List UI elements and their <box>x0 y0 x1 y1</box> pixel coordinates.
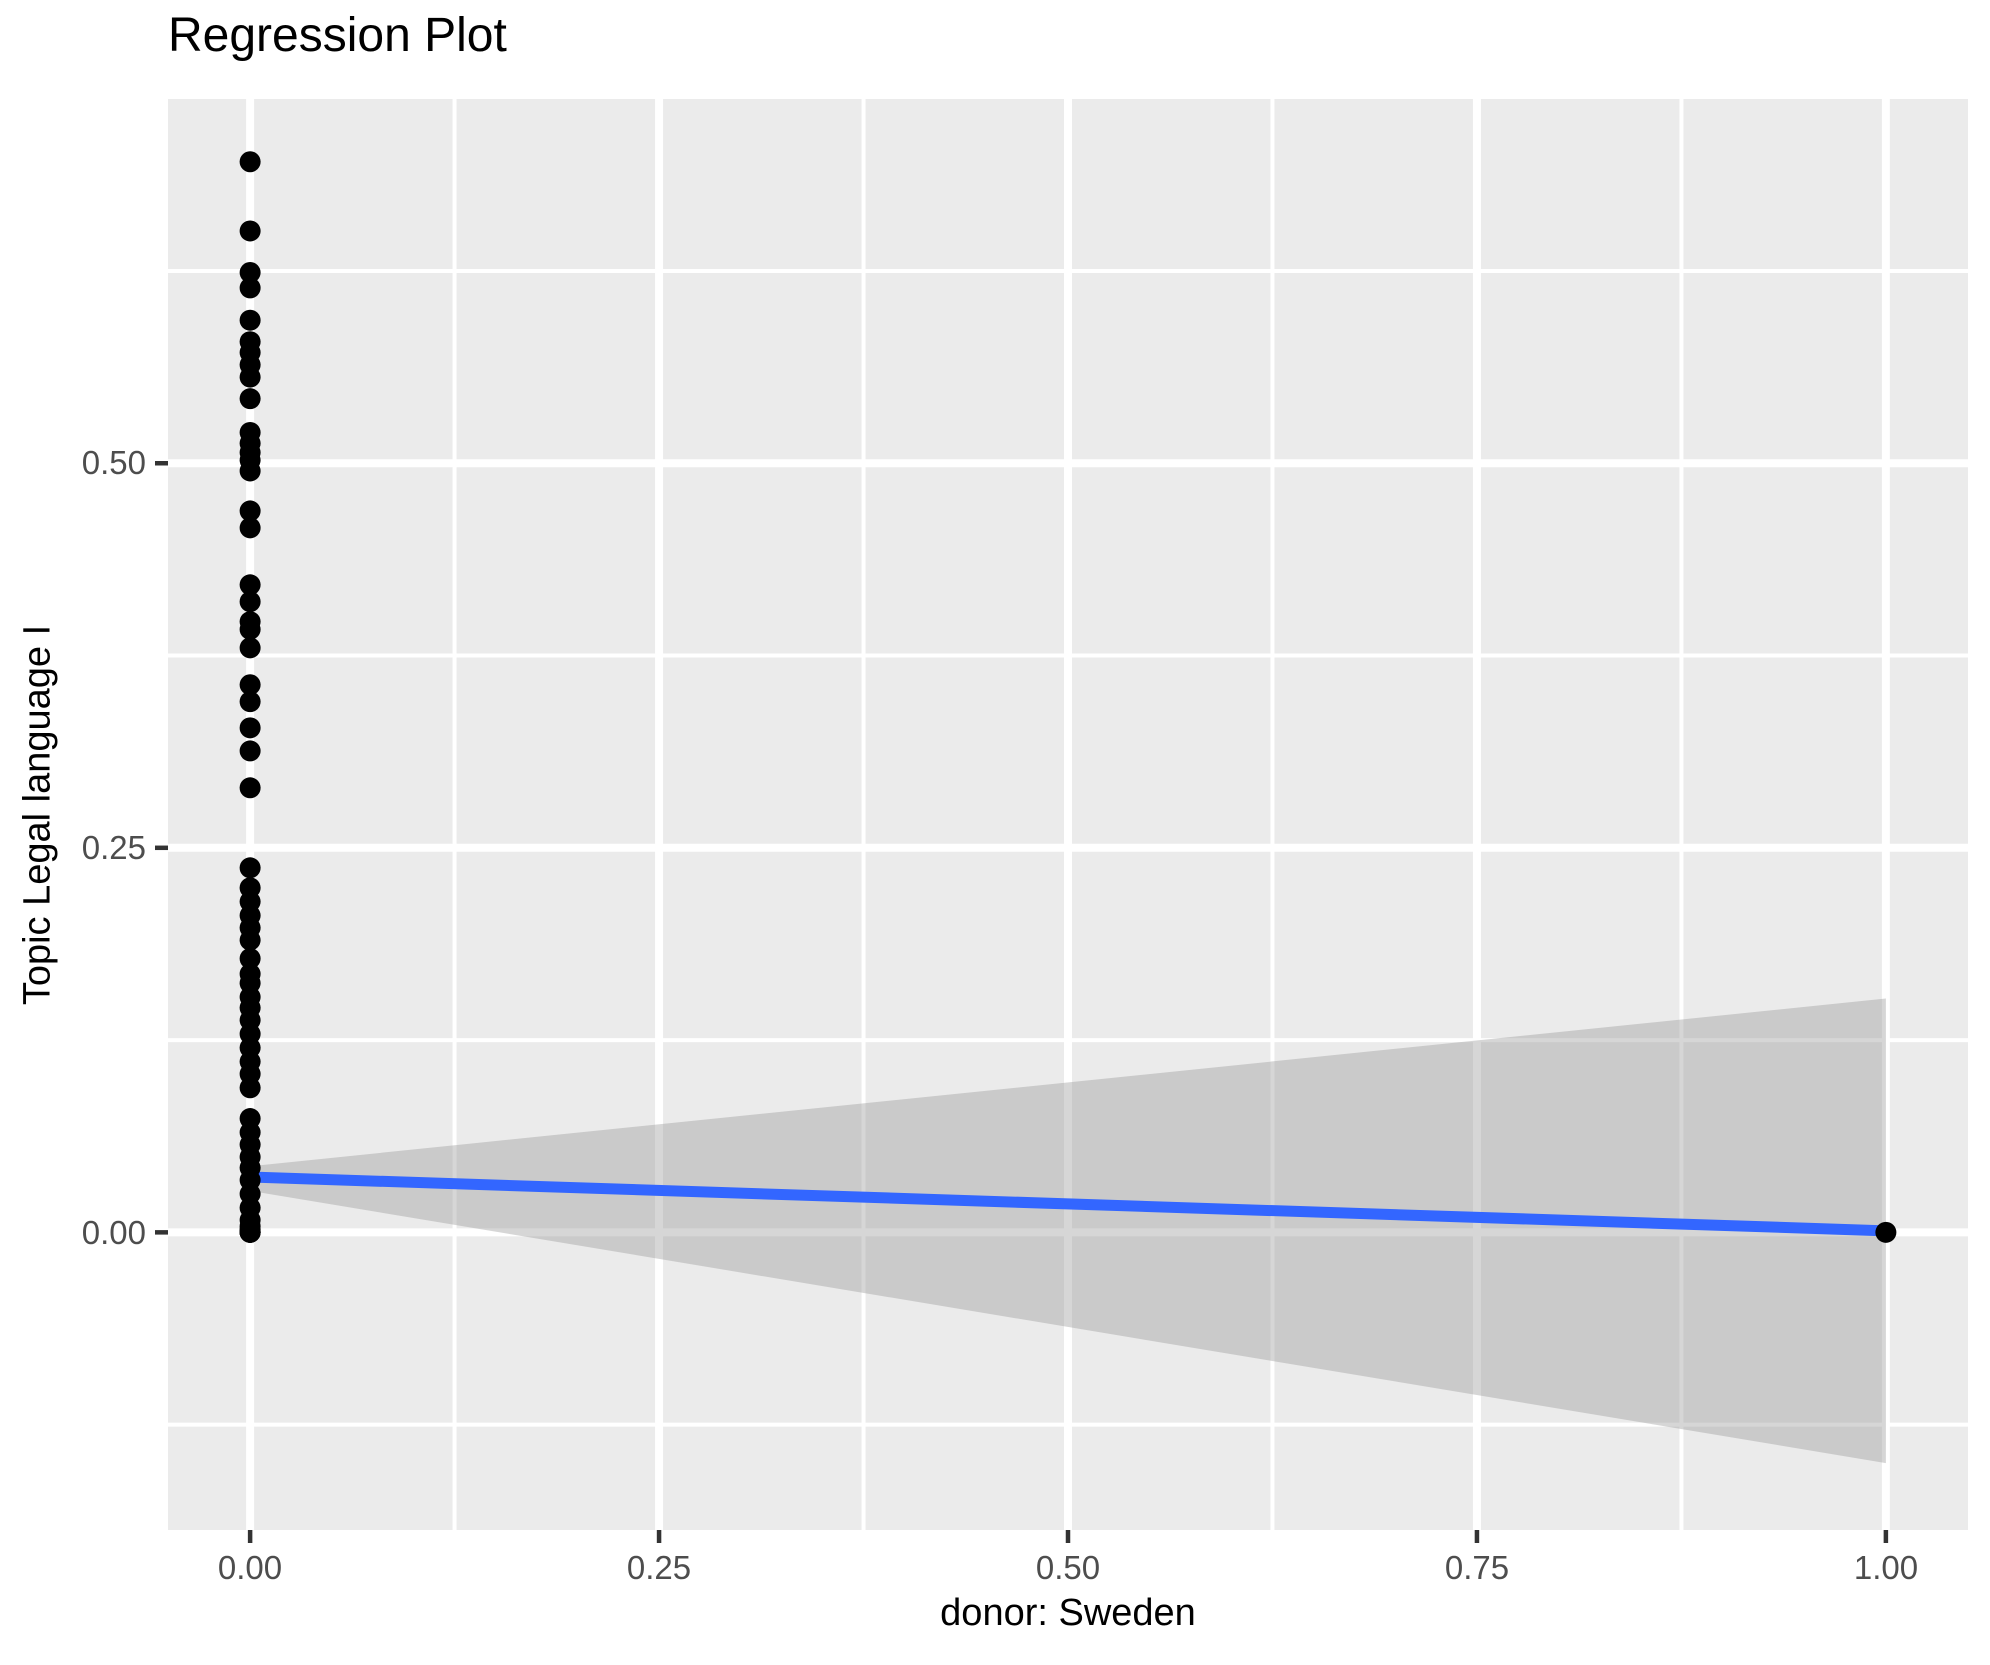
data-point <box>239 929 261 951</box>
axis-tick-marks <box>155 460 1889 1543</box>
data-point <box>239 574 261 596</box>
x-tick-label-0.50: 0.50 <box>1035 1549 1101 1586</box>
data-point <box>239 460 261 482</box>
plot-title: Regression Plot <box>168 9 507 62</box>
data-point <box>239 618 261 640</box>
data-point <box>239 277 261 299</box>
data-point <box>1875 1221 1897 1243</box>
data-point <box>239 1221 261 1243</box>
data-point <box>239 262 261 284</box>
data-point <box>239 691 261 713</box>
data-point <box>239 777 261 799</box>
y-tick-label-0.25: 0.25 <box>81 829 146 866</box>
x-tick-label-0.75: 0.75 <box>1444 1549 1510 1586</box>
data-point <box>239 948 261 970</box>
data-point <box>239 220 261 242</box>
data-point <box>239 500 261 522</box>
data-point <box>239 151 261 173</box>
data-point <box>239 517 261 539</box>
scatter-points <box>239 151 1897 1243</box>
confidence-band <box>250 998 1886 1464</box>
data-point <box>239 857 261 879</box>
data-point <box>239 637 261 659</box>
y-tick-label-0.50: 0.50 <box>81 444 146 481</box>
y-axis-title: Topic Legal language I <box>16 624 59 1006</box>
y-tick-label-0.00: 0.00 <box>81 1214 146 1251</box>
data-point <box>239 388 261 410</box>
data-point <box>239 366 261 388</box>
data-point <box>239 1077 261 1099</box>
data-point <box>239 717 261 739</box>
data-point <box>239 591 261 613</box>
data-point <box>239 674 261 696</box>
x-tick-label-1.00: 1.00 <box>1853 1549 1919 1586</box>
data-point <box>239 740 261 762</box>
x-tick-label-0.25: 0.25 <box>626 1549 692 1586</box>
x-tick-label-0.00: 0.00 <box>217 1549 283 1586</box>
data-point <box>239 309 261 331</box>
x-axis-title: donor: Sweden <box>940 1592 1196 1634</box>
regression-line <box>244 1171 1892 1237</box>
